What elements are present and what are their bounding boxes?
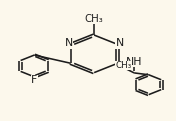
Text: CH₃: CH₃ bbox=[115, 61, 132, 70]
Text: CH₃: CH₃ bbox=[85, 14, 103, 24]
Text: NH: NH bbox=[126, 57, 142, 67]
Text: F: F bbox=[31, 75, 37, 85]
Text: N: N bbox=[116, 38, 124, 48]
Text: N: N bbox=[64, 38, 73, 48]
